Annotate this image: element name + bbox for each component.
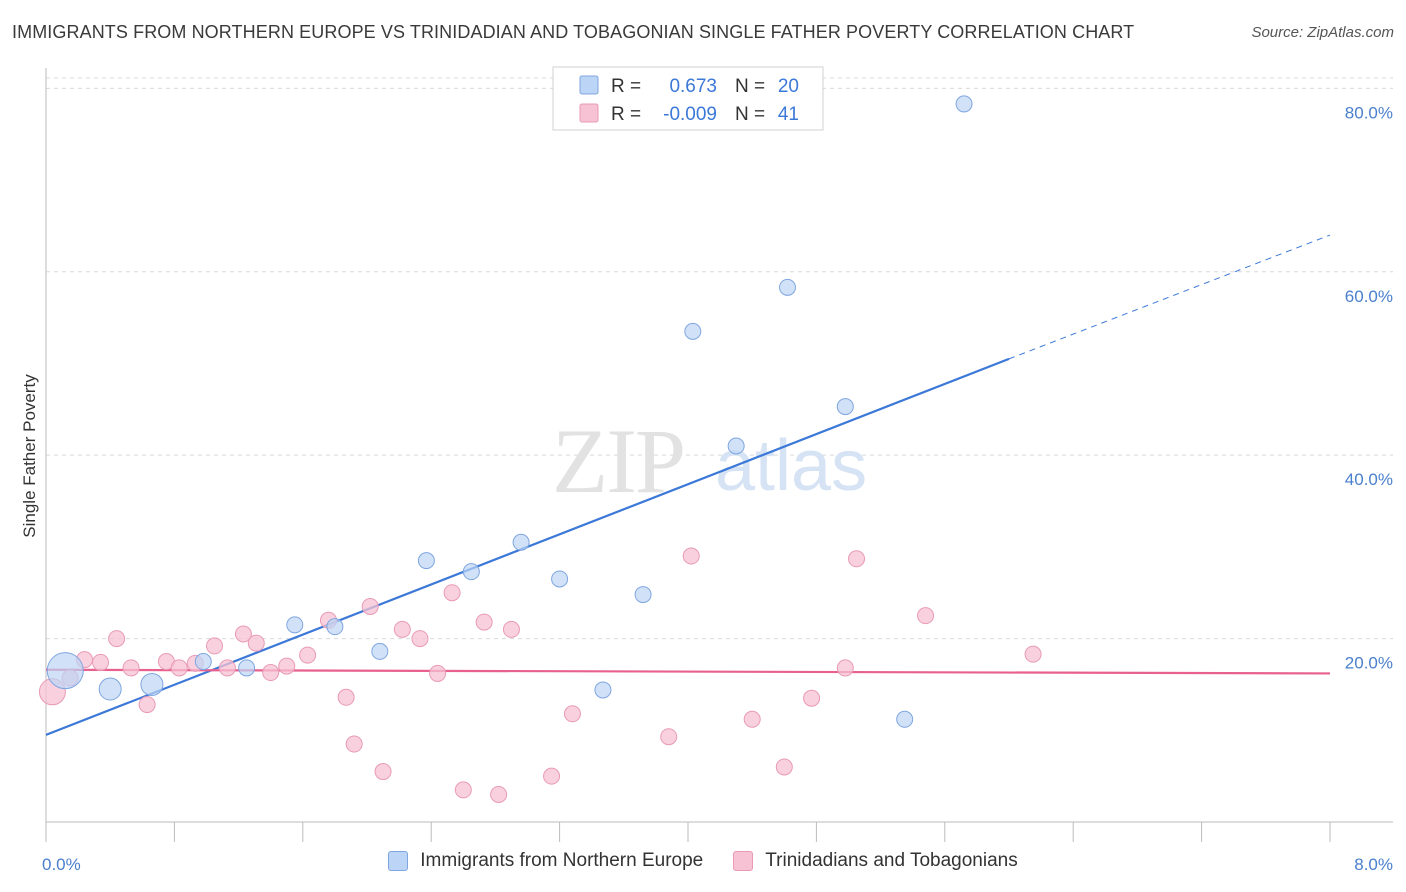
- point-trinidadians: [660, 728, 678, 746]
- point-immigrants: [417, 552, 435, 570]
- point-trinidadians: [475, 613, 493, 631]
- legend-swatch-pink: [579, 103, 599, 123]
- legend-n-value-2: 41: [778, 104, 799, 125]
- legend-r-value-1: 0.673: [669, 76, 717, 97]
- y-tick-label: 80.0%: [1345, 103, 1393, 122]
- point-trinidadians: [92, 653, 110, 671]
- point-trinidadians: [775, 758, 793, 776]
- point-trinidadians: [543, 767, 561, 785]
- series-legend-item-2: Trinidadians and Tobagonians: [733, 850, 1018, 872]
- point-immigrants: [727, 437, 745, 455]
- point-immigrants: [238, 659, 256, 677]
- point-trinidadians: [490, 785, 508, 803]
- point-immigrants: [779, 278, 797, 296]
- point-trinidadians: [411, 630, 429, 648]
- series-swatch-pink: [733, 851, 754, 871]
- point-immigrants: [286, 616, 304, 634]
- series-legend-item-1: Immigrants from Northern Europe: [388, 850, 703, 872]
- trend-line-trinidadians: [45, 668, 1331, 675]
- point-immigrants: [140, 672, 164, 696]
- point-trinidadians: [206, 637, 224, 655]
- point-trinidadians: [361, 597, 379, 615]
- y-axis-title: Single Father Poverty: [20, 374, 39, 538]
- point-trinidadians: [337, 688, 355, 706]
- trend-line-immigrants-extension: [1008, 234, 1331, 360]
- legend-n-value-1: 20: [778, 76, 799, 97]
- point-immigrants: [836, 398, 854, 416]
- chart-title: IMMIGRANTS FROM NORTHERN EUROPE VS TRINI…: [12, 22, 1135, 42]
- point-trinidadians: [1024, 645, 1042, 663]
- point-immigrants: [955, 95, 973, 113]
- watermark-zip: ZIP: [552, 410, 684, 512]
- point-trinidadians: [278, 657, 296, 675]
- series-label-2: Trinidadians and Tobagonians: [765, 850, 1018, 871]
- legend-n-label-1: N =: [735, 76, 765, 97]
- point-trinidadians: [138, 696, 156, 714]
- point-immigrants: [462, 563, 480, 581]
- point-trinidadians: [682, 547, 700, 565]
- point-trinidadians: [743, 710, 761, 728]
- point-trinidadians: [502, 620, 520, 638]
- point-trinidadians: [345, 735, 363, 753]
- point-trinidadians: [393, 620, 411, 638]
- point-trinidadians: [299, 646, 317, 664]
- y-tick-label: 40.0%: [1345, 470, 1393, 489]
- point-trinidadians: [262, 664, 280, 682]
- point-trinidadians: [218, 659, 236, 677]
- x-tick-label: 8.0%: [1354, 855, 1393, 874]
- point-trinidadians: [836, 659, 854, 677]
- point-trinidadians: [848, 550, 866, 568]
- correlation-legend: R = 0.673 N = 20 R = -0.009 N = 41: [552, 66, 824, 131]
- point-immigrants: [684, 322, 702, 340]
- x-tick-label: 0.0%: [42, 855, 81, 874]
- point-immigrants: [634, 586, 652, 604]
- trend-lines: [45, 234, 1331, 736]
- series-legend: Immigrants from Northern Europe Trinidad…: [0, 850, 1406, 872]
- point-trinidadians: [454, 781, 472, 799]
- point-trinidadians: [234, 625, 252, 643]
- legend-n-label-2: N =: [735, 104, 765, 125]
- series-label-1: Immigrants from Northern Europe: [420, 850, 704, 871]
- data-points: [38, 95, 1042, 803]
- tick-labels: 20.0% 40.0% 60.0% 80.0% 0.0% 8.0%: [42, 103, 1393, 874]
- grid: [46, 77, 1393, 640]
- legend-r-label-2: R =: [611, 104, 641, 125]
- point-trinidadians: [443, 584, 461, 602]
- y-tick-label: 60.0%: [1345, 287, 1393, 306]
- point-trinidadians: [803, 689, 821, 707]
- point-immigrants: [551, 570, 569, 588]
- point-trinidadians: [917, 607, 935, 625]
- point-immigrants: [98, 677, 122, 701]
- legend-r-label-1: R =: [611, 76, 641, 97]
- point-trinidadians: [429, 664, 447, 682]
- y-tick-label: 20.0%: [1345, 654, 1393, 673]
- point-immigrants: [46, 652, 84, 690]
- point-immigrants: [594, 681, 612, 699]
- point-trinidadians: [170, 659, 188, 677]
- point-immigrants: [896, 710, 914, 728]
- legend-swatch-blue: [579, 75, 599, 95]
- legend-r-value-2: -0.009: [663, 104, 717, 125]
- watermark: ZIP atlas: [552, 410, 867, 512]
- point-trinidadians: [122, 659, 140, 677]
- point-immigrants: [194, 653, 212, 671]
- point-trinidadians: [247, 634, 265, 652]
- point-trinidadians: [563, 705, 581, 723]
- source-label: Source: ZipAtlas.com: [1251, 24, 1394, 41]
- point-immigrants: [371, 642, 389, 660]
- point-immigrants: [512, 533, 530, 551]
- point-trinidadians: [374, 763, 392, 781]
- series-swatch-blue: [388, 851, 409, 871]
- point-trinidadians: [108, 630, 126, 648]
- point-immigrants: [326, 618, 344, 636]
